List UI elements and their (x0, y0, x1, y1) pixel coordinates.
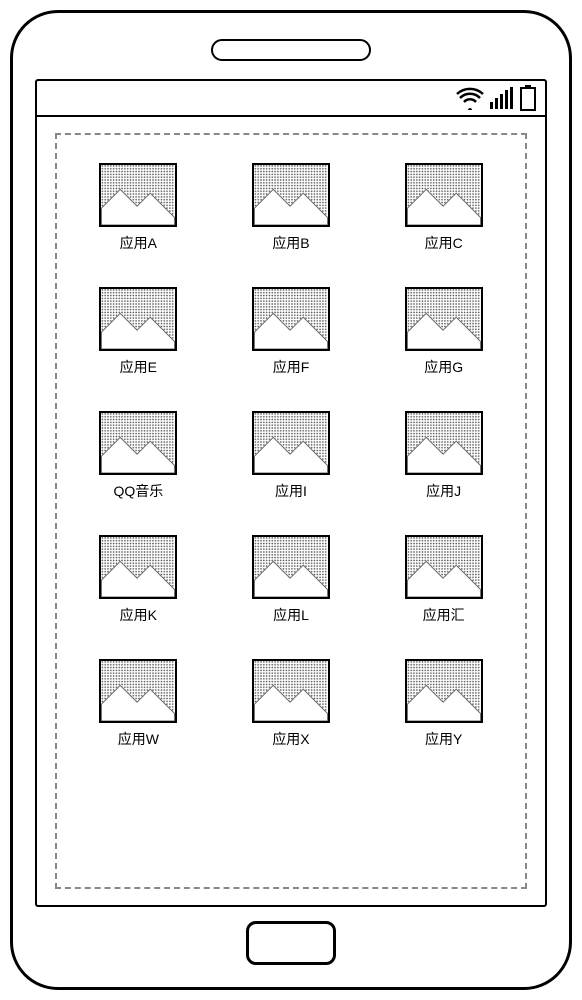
phone-frame: 应用A 应用B 应用C 应用E 应用F 应用G QQ音乐 应用I 应用J 应用K 应用L 应用汇 应用… (10, 10, 572, 990)
app-icon (99, 659, 177, 723)
app-item-app-b[interactable]: 应用B (252, 163, 330, 253)
app-label: 应用A (120, 233, 157, 253)
app-label: 应用Y (425, 729, 462, 749)
app-item-app-hui[interactable]: 应用汇 (405, 535, 483, 625)
app-label: 应用X (272, 729, 309, 749)
app-label: 应用E (120, 357, 157, 377)
app-item-app-f[interactable]: 应用F (252, 287, 330, 377)
wifi-icon (456, 86, 484, 110)
app-label: 应用C (425, 233, 463, 253)
app-label: 应用W (118, 729, 159, 749)
app-icon (405, 659, 483, 723)
phone-speaker (211, 39, 371, 61)
app-label: 应用L (273, 605, 309, 625)
signal-icon (490, 87, 513, 109)
app-icon (252, 411, 330, 475)
app-item-app-y[interactable]: 应用Y (405, 659, 483, 749)
app-grid: 应用A 应用B 应用C 应用E 应用F 应用G QQ音乐 应用I 应用J 应用K 应用L 应用汇 (85, 163, 497, 625)
app-icon (99, 411, 177, 475)
app-icon (252, 163, 330, 227)
app-label: 应用B (272, 233, 309, 253)
app-item-app-e[interactable]: 应用E (99, 287, 177, 377)
battery-icon (519, 85, 537, 111)
app-item-app-l[interactable]: 应用L (252, 535, 330, 625)
app-item-app-g[interactable]: 应用G (405, 287, 483, 377)
home-button[interactable] (246, 921, 336, 965)
app-item-app-k[interactable]: 应用K (99, 535, 177, 625)
app-icon (99, 163, 177, 227)
content-area: 应用A 应用B 应用C 应用E 应用F 应用G QQ音乐 应用I 应用J 应用K 应用L 应用汇 应用… (37, 117, 545, 905)
app-grid-container: 应用A 应用B 应用C 应用E 应用F 应用G QQ音乐 应用I 应用J 应用K 应用L 应用汇 应用… (55, 133, 527, 889)
app-icon (99, 287, 177, 351)
app-item-app-a[interactable]: 应用A (99, 163, 177, 253)
app-label: 应用J (426, 481, 461, 501)
app-icon (252, 659, 330, 723)
app-icon (405, 287, 483, 351)
app-item-app-j[interactable]: 应用J (405, 411, 483, 501)
app-icon (99, 535, 177, 599)
app-label: 应用K (120, 605, 157, 625)
app-icon (405, 535, 483, 599)
app-item-app-i[interactable]: 应用I (252, 411, 330, 501)
app-label: 应用G (424, 357, 463, 377)
app-icon (252, 535, 330, 599)
status-bar (37, 81, 545, 117)
phone-screen: 应用A 应用B 应用C 应用E 应用F 应用G QQ音乐 应用I 应用J 应用K 应用L 应用汇 应用… (35, 79, 547, 907)
grid-gap (85, 625, 497, 659)
app-icon (405, 163, 483, 227)
app-item-app-w[interactable]: 应用W (99, 659, 177, 749)
app-label: 应用汇 (423, 605, 465, 625)
app-icon (405, 411, 483, 475)
app-label: 应用F (273, 357, 310, 377)
app-label: QQ音乐 (113, 481, 163, 501)
app-item-app-c[interactable]: 应用C (405, 163, 483, 253)
app-grid-bottom: 应用W 应用X 应用Y (85, 659, 497, 749)
app-item-qq-music[interactable]: QQ音乐 (99, 411, 177, 501)
app-item-app-x[interactable]: 应用X (252, 659, 330, 749)
app-label: 应用I (275, 481, 307, 501)
app-icon (252, 287, 330, 351)
